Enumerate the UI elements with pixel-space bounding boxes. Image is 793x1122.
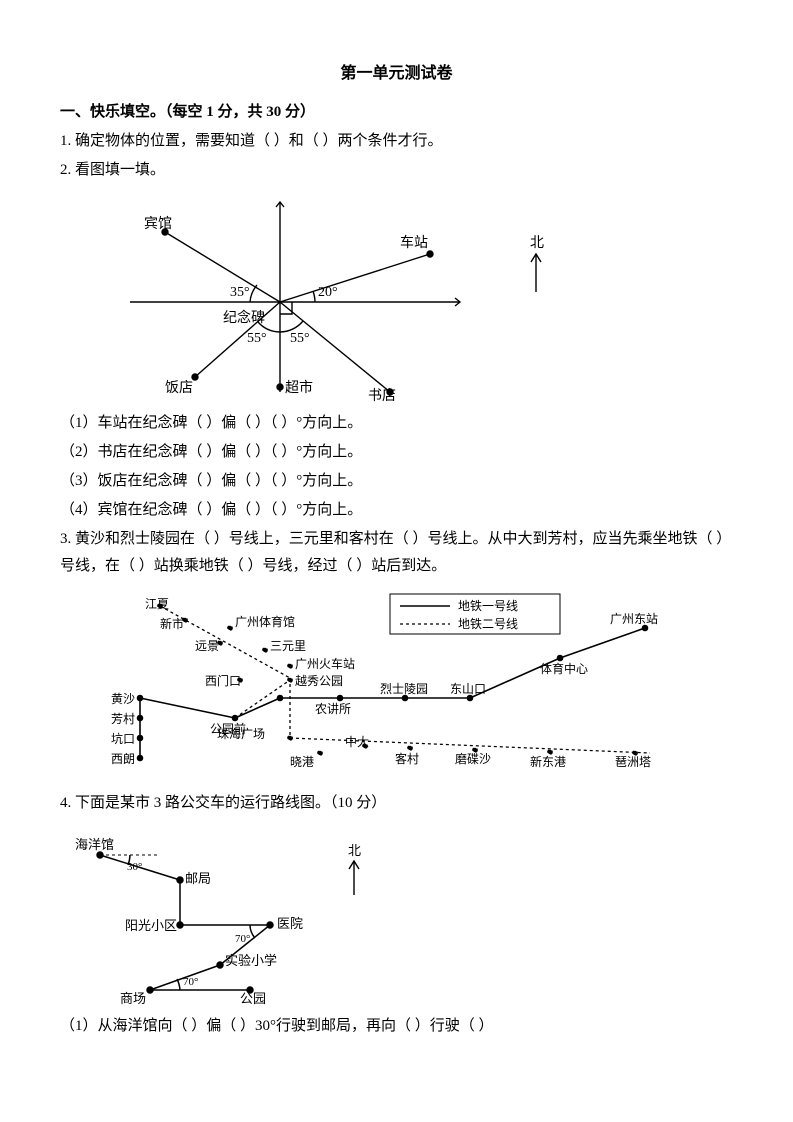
svg-text:西朗: 西朗 bbox=[111, 752, 135, 766]
svg-text:东山口: 东山口 bbox=[450, 682, 486, 696]
svg-text:江夏: 江夏 bbox=[145, 597, 169, 611]
svg-text:磨碟沙: 磨碟沙 bbox=[455, 752, 491, 766]
diagram-metro: 地铁一号线 地铁二号线 黄沙 芳村 坑口 西朗 公园前 农讲所 bbox=[90, 588, 733, 778]
svg-text:纪念碑: 纪念碑 bbox=[223, 309, 265, 326]
q2-sub1: （1）车站在纪念碑（ ）偏（ ）（ ）°方向上。 bbox=[60, 410, 733, 437]
svg-text:宾馆: 宾馆 bbox=[144, 216, 172, 232]
page-title: 第一单元测试卷 bbox=[60, 60, 733, 89]
svg-text:实验小学: 实验小学 bbox=[225, 953, 277, 968]
svg-text:黄沙: 黄沙 bbox=[111, 692, 135, 706]
svg-text:广州东站: 广州东站 bbox=[610, 612, 658, 626]
svg-text:20°: 20° bbox=[318, 285, 338, 300]
svg-text:地铁一号线: 地铁一号线 bbox=[458, 599, 518, 613]
svg-text:55°: 55° bbox=[290, 331, 310, 346]
svg-text:越秀公园: 越秀公园 bbox=[295, 674, 343, 688]
svg-text:新东港: 新东港 bbox=[530, 754, 566, 769]
question-1: 1. 确定物体的位置，需要知道（ ）和（ ）两个条件才行。 bbox=[60, 128, 733, 155]
q4-sub1: （1）从海洋馆向（ ）偏（ ）30°行驶到邮局，再向（ ）行驶（ ） bbox=[60, 1013, 733, 1040]
diagram-bus-route: 海洋馆 30° 邮局 阳光小区 医院 70° 实验小学 70° 商场 公园 北 bbox=[70, 825, 733, 1005]
svg-text:55°: 55° bbox=[247, 331, 267, 346]
svg-text:西门口: 西门口 bbox=[205, 673, 241, 688]
q2-sub2: （2）书店在纪念碑（ ）偏（ ）（ ）°方向上。 bbox=[60, 439, 733, 466]
svg-text:客村: 客村 bbox=[395, 751, 419, 766]
svg-text:农讲所: 农讲所 bbox=[315, 701, 351, 716]
question-4: 4. 下面是某市 3 路公交车的运行路线图。（10 分） bbox=[60, 790, 733, 817]
svg-text:广州体育馆: 广州体育馆 bbox=[235, 614, 295, 629]
svg-text:坑口: 坑口 bbox=[111, 731, 135, 746]
svg-text:珠海广场: 珠海广场 bbox=[217, 726, 265, 741]
svg-text:海洋馆: 海洋馆 bbox=[75, 837, 114, 852]
q2-sub4: （4）宾馆在纪念碑（ ）偏（ ）（ ）°方向上。 bbox=[60, 497, 733, 524]
svg-text:邮局: 邮局 bbox=[185, 871, 211, 886]
svg-text:35°: 35° bbox=[230, 285, 250, 300]
svg-text:体育中心: 体育中心 bbox=[540, 661, 588, 676]
svg-text:三元里: 三元里 bbox=[270, 639, 306, 653]
svg-text:商场: 商场 bbox=[120, 991, 146, 1005]
section-header: 一、快乐填空。（每空 1 分，共 30 分） bbox=[60, 99, 733, 126]
q2-sub3: （3）饭店在纪念碑（ ）偏（ ）（ ）°方向上。 bbox=[60, 468, 733, 495]
svg-text:医院: 医院 bbox=[277, 916, 303, 931]
diagram-monument: 宾馆 车站 饭店 超市 书店 纪念碑 35° 20° 55° 55° 北 bbox=[100, 192, 733, 402]
svg-text:晓港: 晓港 bbox=[290, 755, 314, 769]
svg-text:阳光小区: 阳光小区 bbox=[125, 918, 177, 933]
svg-text:超市: 超市 bbox=[285, 379, 313, 396]
svg-text:北: 北 bbox=[530, 235, 544, 251]
svg-text:70°: 70° bbox=[235, 933, 250, 945]
svg-text:北: 北 bbox=[348, 843, 361, 858]
svg-text:芳村: 芳村 bbox=[111, 712, 135, 726]
svg-text:公园: 公园 bbox=[240, 991, 266, 1005]
svg-text:70°: 70° bbox=[183, 976, 198, 988]
svg-text:远景: 远景 bbox=[195, 639, 219, 653]
svg-text:中大: 中大 bbox=[345, 734, 369, 749]
svg-text:书店: 书店 bbox=[368, 388, 396, 402]
svg-text:烈士陵园: 烈士陵园 bbox=[380, 682, 428, 696]
svg-text:新市: 新市 bbox=[160, 616, 184, 631]
svg-text:30°: 30° bbox=[127, 861, 142, 873]
svg-text:广州火车站: 广州火车站 bbox=[295, 656, 355, 671]
svg-text:地铁二号线: 地铁二号线 bbox=[458, 617, 518, 631]
question-3: 3. 黄沙和烈士陵园在（ ）号线上，三元里和客村在（ ）号线上。从中大到芳村，应… bbox=[60, 526, 733, 580]
svg-text:车站: 车站 bbox=[400, 234, 428, 251]
svg-text:饭店: 饭店 bbox=[165, 380, 193, 396]
question-2: 2. 看图填一填。 bbox=[60, 157, 733, 184]
svg-text:琶洲塔: 琶洲塔 bbox=[615, 755, 651, 769]
